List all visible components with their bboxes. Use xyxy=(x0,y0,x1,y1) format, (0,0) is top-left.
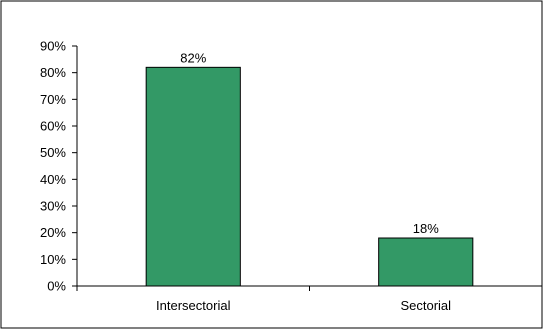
y-axis: 0% 10% 20% 30% 40% 50% 60% 70% 80% 90% xyxy=(40,39,78,294)
category-label: Intersectorial xyxy=(156,298,231,313)
bars: 82% 18% xyxy=(145,50,474,287)
y-tick-label: 60% xyxy=(40,119,66,134)
y-tick-label: 90% xyxy=(40,39,66,54)
bar-sectorial xyxy=(378,237,474,287)
y-tick-label: 20% xyxy=(40,225,66,240)
y-tick-label: 50% xyxy=(40,145,66,160)
bar-intersectorial xyxy=(145,66,241,287)
y-tick-label: 30% xyxy=(40,199,66,214)
data-label: 18% xyxy=(413,221,439,236)
category-label: Sectorial xyxy=(400,298,451,313)
y-tick-label: 0% xyxy=(47,279,66,294)
y-tick-label: 80% xyxy=(40,65,66,80)
y-tick-label: 10% xyxy=(40,252,66,267)
y-tick-label: 70% xyxy=(40,92,66,107)
y-tick-label: 40% xyxy=(40,172,66,187)
data-label: 82% xyxy=(180,50,206,65)
